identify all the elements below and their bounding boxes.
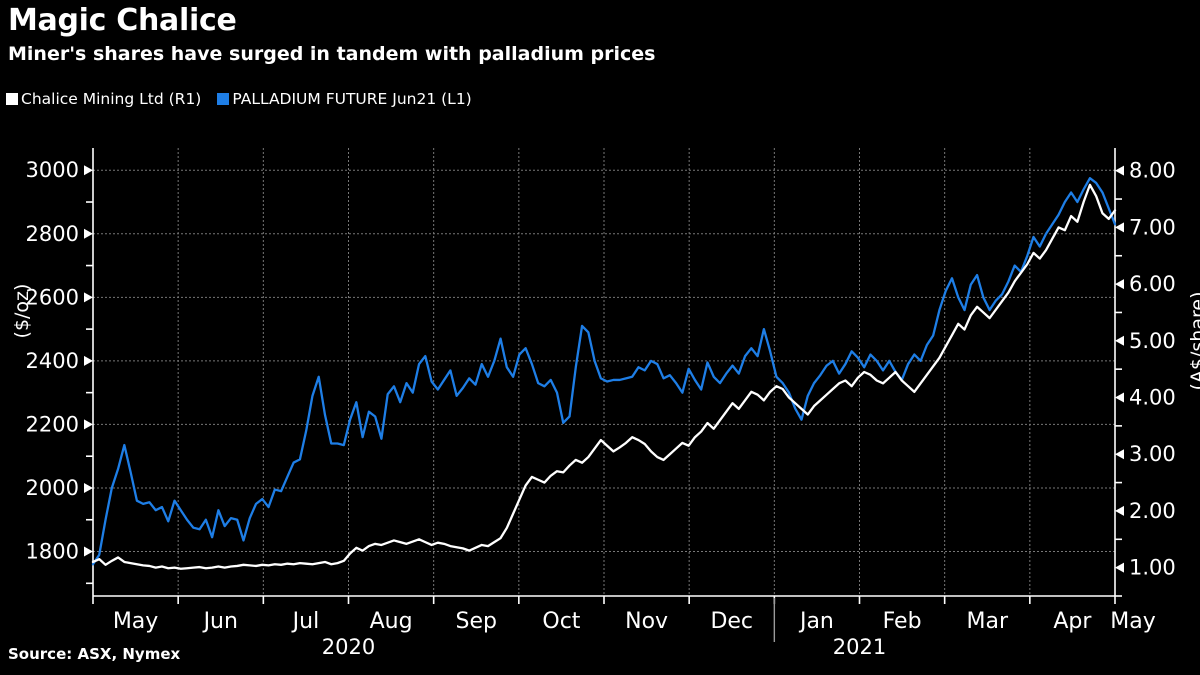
y-axis-right-tick-label: 4.00	[1129, 386, 1176, 410]
y-axis-left-tick-label: 2800	[26, 222, 79, 246]
y-axis-right-tick	[1115, 562, 1124, 573]
chart-legend: Chalice Mining Ltd (R1) PALLADIUM FUTURE…	[6, 88, 488, 110]
x-axis-tick-label: Sep	[456, 609, 497, 634]
x-axis-tick-label: May	[113, 609, 158, 634]
y-axis-left-tick-label: 2200	[26, 412, 79, 436]
y-axis-right-tick-label: 3.00	[1129, 442, 1176, 466]
y-axis-left-tick-label: 3000	[26, 158, 79, 182]
x-axis-tick-label: Jul	[291, 609, 320, 634]
legend-swatch-palladium	[217, 93, 230, 105]
y-axis-right-tick	[1115, 279, 1124, 290]
x-axis-tick-label: Apr	[1053, 609, 1092, 634]
y-axis-left-tick	[84, 165, 93, 176]
y-axis-right-tick	[1115, 222, 1124, 233]
y-axis-left-tick	[84, 482, 93, 493]
y-axis-right-tick-label: 2.00	[1129, 499, 1176, 523]
y-axis-right-tick-label: 7.00	[1129, 215, 1176, 239]
series-line-palladium	[91, 177, 1117, 566]
x-axis-tick-label: Aug	[370, 609, 413, 634]
y-axis-left-tick-label: 2000	[26, 476, 79, 500]
x-axis-tick-label: Mar	[966, 609, 1008, 634]
legend-label-palladium: PALLADIUM FUTURE Jun21 (L1)	[232, 90, 472, 108]
chart-canvas: 1800 2000 2200 2400 2600 2800 3000 1.00 2.00 3.00…	[26, 148, 1176, 659]
legend-item-chalice[interactable]: Chalice Mining Ltd (R1)	[6, 91, 201, 107]
chart-plot-area: 1800 2000 2200 2400 2600 2800 3000 1.00 2.00 3.00…	[0, 110, 1200, 659]
legend-label-chalice: Chalice Mining Ltd (R1)	[21, 90, 202, 108]
legend-swatch-chalice	[6, 93, 18, 105]
y-axis-left-tick	[84, 546, 93, 557]
y-axis-left-tick	[84, 419, 93, 430]
x-axis-tick-label: Nov	[625, 609, 668, 634]
y-axis-right-tick	[1115, 505, 1124, 516]
y-axis-right-tick-label: 6.00	[1129, 272, 1176, 296]
page-title: Magic Chalice	[8, 3, 237, 38]
x-axis-year-label: 2021	[833, 635, 886, 659]
y-axis-right-tick	[1115, 392, 1124, 403]
y-axis-left-tick	[84, 228, 93, 239]
y-axis-right-tick-label: 8.00	[1129, 159, 1176, 183]
y-axis-left-tick	[84, 292, 93, 303]
x-axis-year-label: 2020	[322, 635, 375, 659]
y-axis-left-tick-label: 1800	[26, 540, 79, 564]
y-axis-left-tick-label: 2600	[26, 285, 79, 309]
source-note: Source: ASX, Nymex	[8, 645, 181, 663]
x-axis-tick-label: Jun	[202, 609, 238, 634]
y-axis-right-tick-label: 1.00	[1129, 556, 1176, 580]
x-axis-tick-label: Jan	[798, 609, 834, 634]
y-axis-left-tick	[84, 355, 93, 366]
x-axis-tick-label: Feb	[883, 609, 922, 634]
series-line-chalice	[91, 183, 1117, 570]
y-axis-right-tick	[1115, 165, 1124, 176]
page-subtitle: Miner's shares have surged in tandem wit…	[8, 43, 656, 65]
x-axis-tick-label: Oct	[542, 609, 580, 634]
y-axis-left-tick-label: 2400	[26, 349, 79, 373]
y-axis-right-tick-label: 5.00	[1129, 329, 1176, 353]
y-axis-right-tick	[1115, 335, 1124, 346]
x-axis-tick-label: May	[1110, 609, 1155, 634]
legend-item-palladium[interactable]: PALLADIUM FUTURE Jun21 (L1)	[217, 90, 472, 108]
x-axis-tick-label: Dec	[710, 609, 753, 634]
y-axis-right-tick	[1115, 449, 1124, 460]
